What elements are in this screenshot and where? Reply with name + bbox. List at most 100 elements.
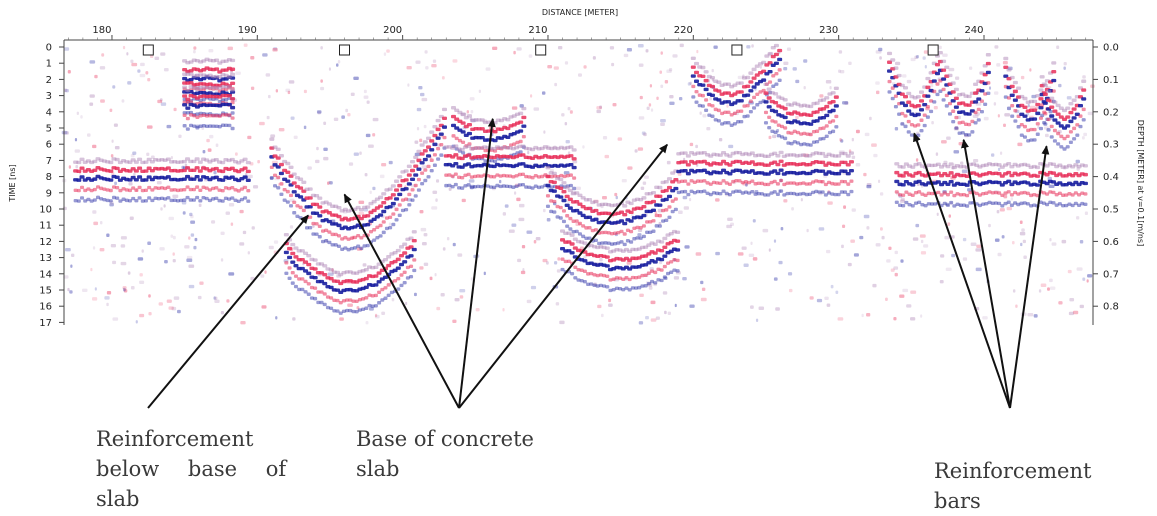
gpr-reflection [205,114,210,118]
gpr-reflection [947,112,952,116]
gpr-reflection [627,288,632,292]
gpr-reflection [984,201,989,206]
gpr-reflection [729,113,734,117]
gpr-reflection [675,248,681,252]
gpr-reflection [172,188,177,192]
gpr-reflection [242,166,248,170]
gpr-reflection [273,184,278,188]
gpr-reflection [702,114,707,118]
time-tick-label: 0 [46,43,52,54]
gpr-reflection [752,95,757,100]
gpr-reflection [1026,128,1031,133]
gpr-reflection [1039,75,1045,79]
gpr-reflection [660,84,664,88]
gpr-reflection [92,144,97,149]
gpr-reflection [268,245,274,250]
gpr-reflection [207,198,212,203]
gpr-reflection [1082,277,1086,281]
gpr-reflection [1003,56,1009,61]
gpr-reflection [962,237,967,242]
gpr-reflection [1013,108,1018,113]
annotation-line: Reinforcement [96,427,254,451]
gpr-reflection [632,226,637,231]
gpr-reflection [517,258,522,263]
gpr-reflection [659,278,664,283]
gpr-reflection [163,197,168,201]
gpr-reflection [185,97,191,102]
gpr-reflection [143,188,148,193]
gpr-reflection [555,204,560,209]
gpr-reflection [670,209,675,214]
gpr-reflection [1006,179,1012,184]
gpr-reflection [576,278,581,282]
gpr-reflection [565,214,570,218]
gpr-reflection [61,130,68,135]
gpr-reflection [713,118,718,122]
gpr-reflection [944,93,949,98]
gpr-reflection [530,285,537,290]
gpr-reflection [709,97,712,101]
gpr-reflection [1052,109,1058,113]
gpr-reflection [1078,114,1083,118]
gpr-reflection [689,304,695,308]
gpr-reflection [842,224,846,228]
gpr-reflection [912,237,919,241]
gpr-reflection [900,165,906,169]
gpr-reflection [752,219,756,223]
gpr-reflection [769,180,774,185]
gpr-reflection [689,197,692,202]
gpr-reflection [673,276,680,280]
gpr-reflection [137,175,143,179]
gpr-reflection [628,219,634,223]
gpr-reflection [850,239,855,243]
gpr-reflection [768,248,771,252]
gpr-reflection [214,296,218,301]
gpr-reflection [122,286,127,290]
gpr-reflection [805,142,810,147]
gpr-reflection [783,136,788,141]
gpr-reflection [689,81,692,86]
gpr-reflection [1034,183,1040,187]
gpr-reflection [581,224,586,228]
gpr-reflection [941,68,947,72]
gpr-reflection [545,194,550,198]
gpr-reflection [1000,204,1005,208]
gpr-reflection [748,99,753,103]
gpr-reflection [386,263,392,268]
gpr-reflection [602,195,607,200]
gpr-reflection [659,268,664,272]
gpr-reflection [700,93,705,98]
gpr-reflection [957,131,962,135]
gpr-reflection [220,231,225,235]
gpr-reflection [182,187,187,192]
gpr-reflection [240,320,246,325]
gpr-reflection [431,206,438,210]
gpr-reflection [207,148,212,152]
gpr-reflection [410,198,415,202]
gpr-reflection [739,109,744,113]
gpr-reflection [575,186,581,191]
gpr-reflection [352,246,357,250]
gpr-reflection [582,241,588,245]
gpr-reflection [997,167,1001,172]
gpr-reflection [492,175,497,179]
gpr-reflection [346,237,351,241]
gpr-reflection [564,61,569,65]
gpr-reflection [948,180,954,184]
gpr-reflection [549,185,554,189]
gpr-reflection [111,139,114,143]
gpr-reflection [165,175,171,179]
gpr-reflection [450,184,455,189]
gpr-reflection [619,219,625,223]
gpr-reflection [451,123,457,128]
gpr-reflection [700,104,705,108]
gpr-reflection [71,253,75,258]
gpr-reflection [907,202,912,207]
gpr-reflection [1022,105,1028,110]
gpr-reflection [380,287,385,292]
gpr-reflection [395,257,401,262]
gpr-reflection [804,182,809,186]
gpr-reflection [94,287,97,291]
gpr-reflection [214,114,219,118]
gpr-reflection [799,142,804,147]
